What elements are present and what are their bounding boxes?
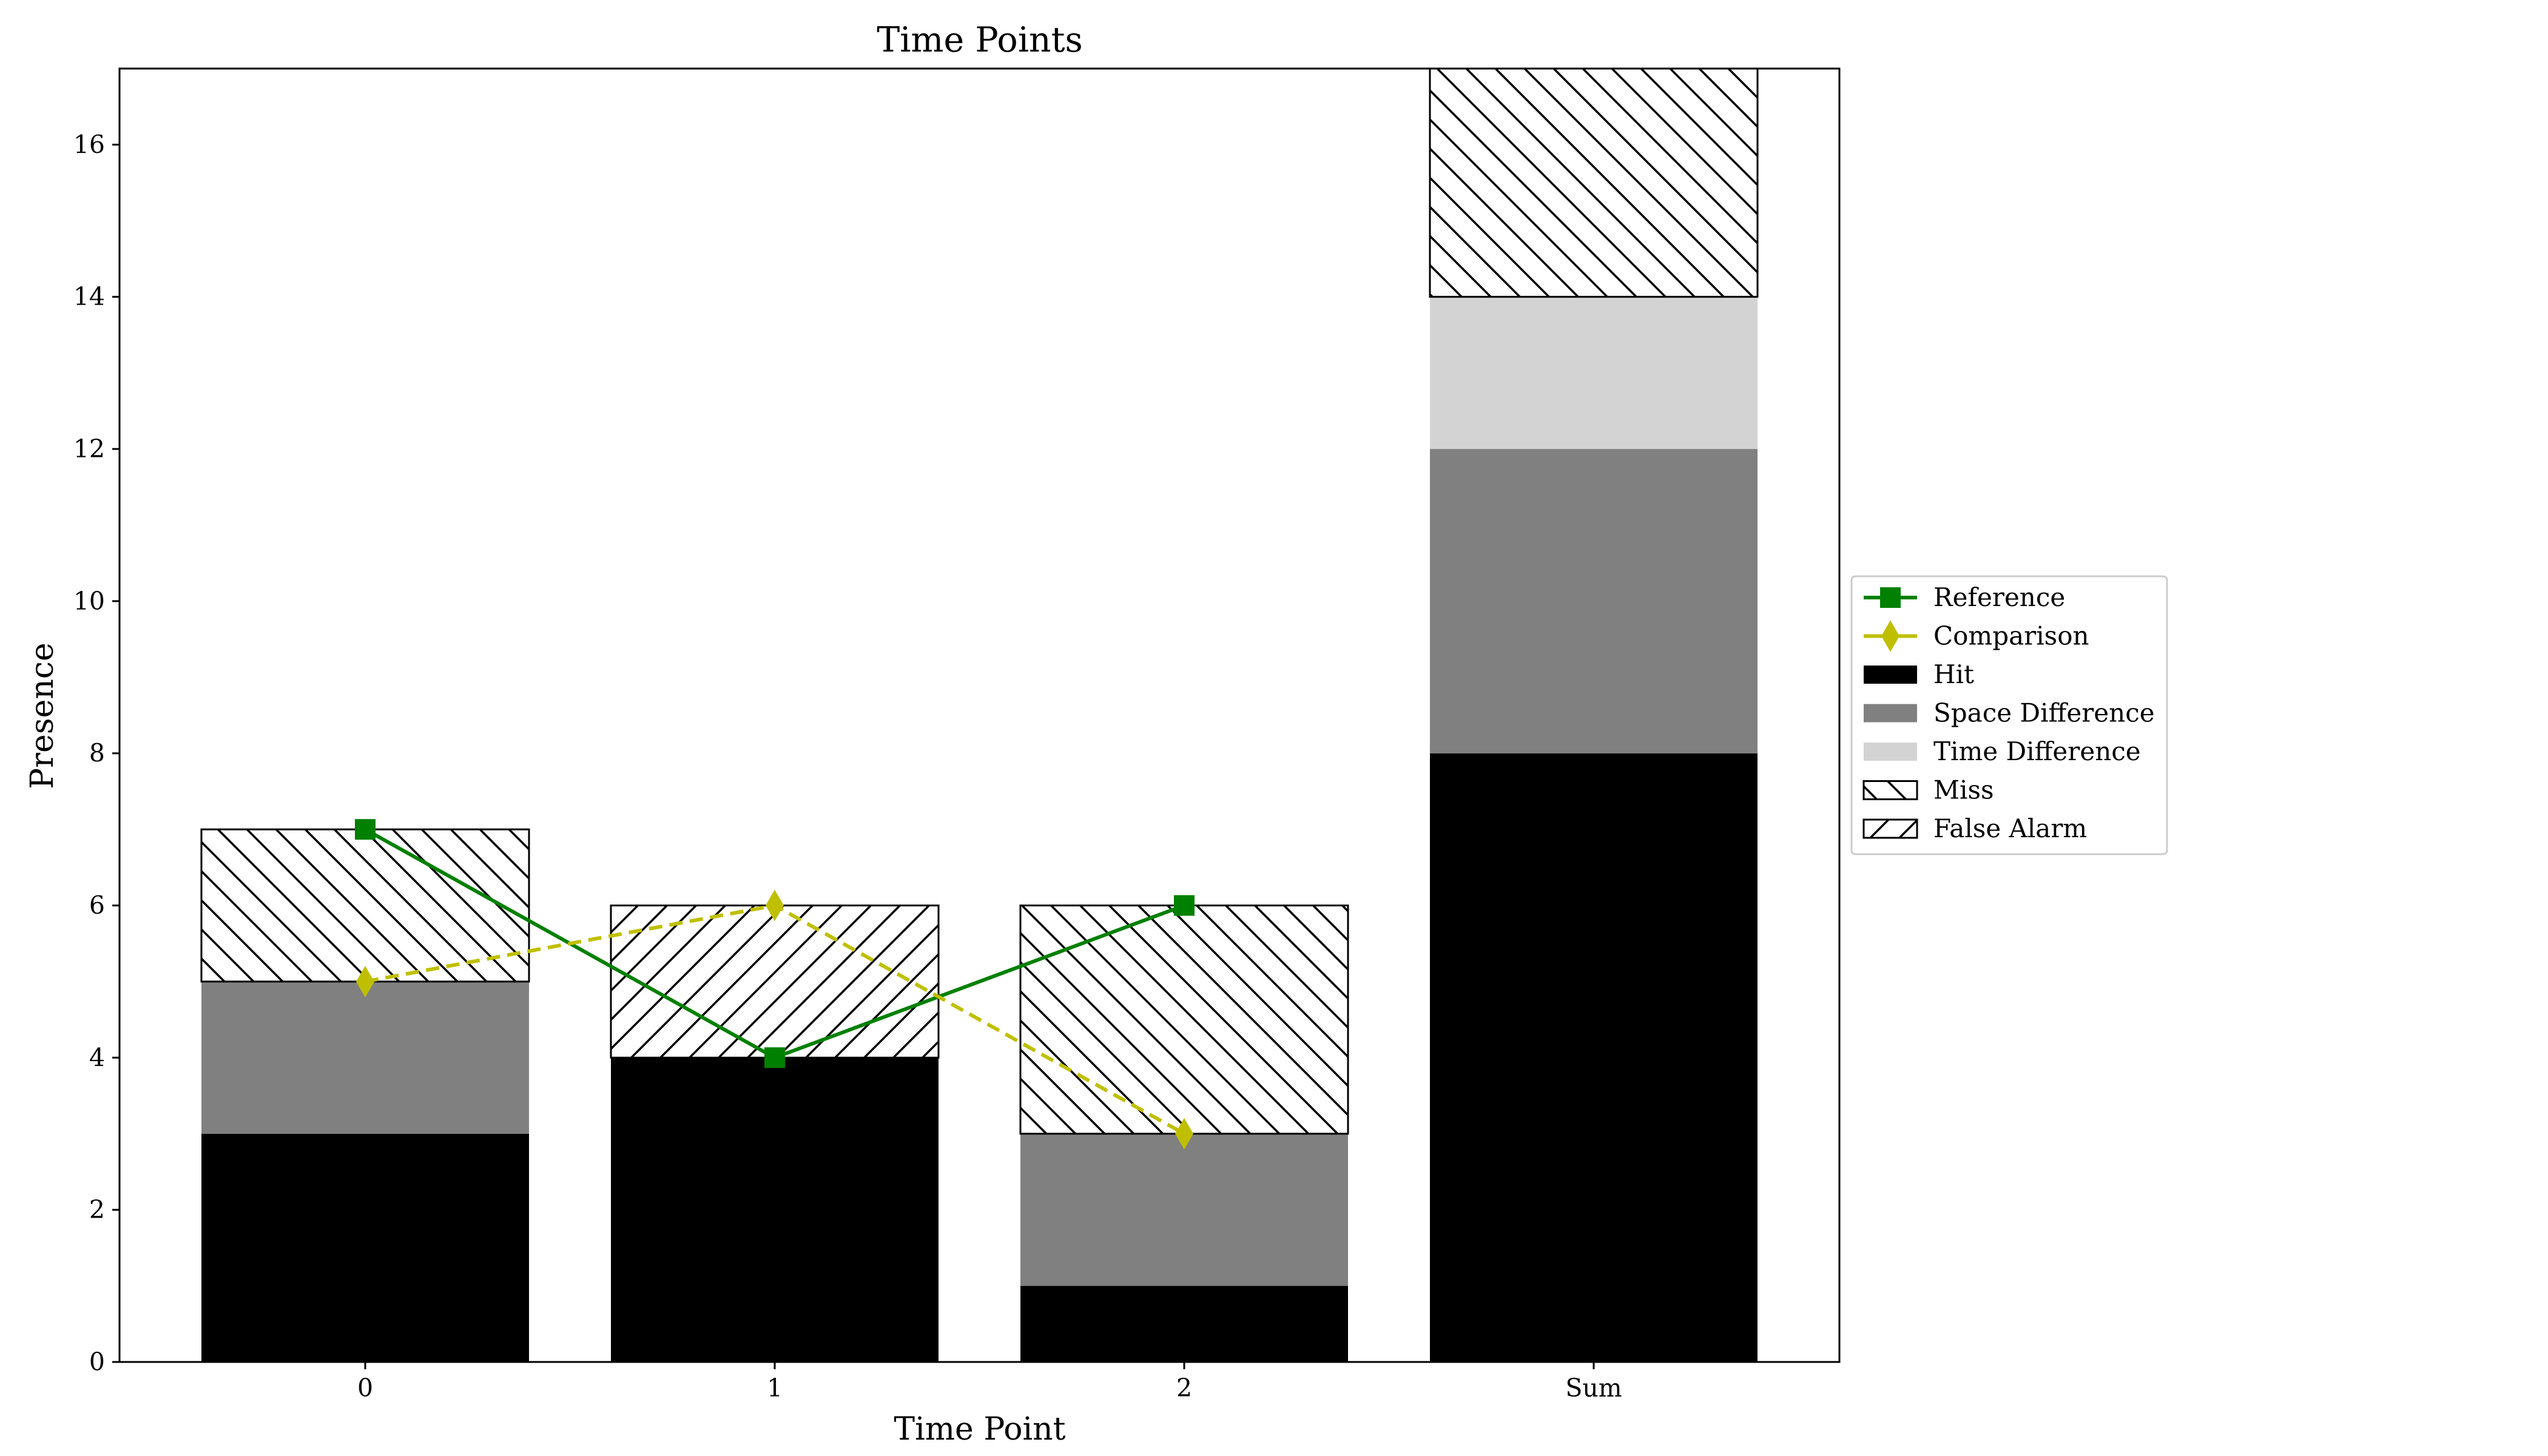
legend-marker-reference [1880, 587, 1901, 608]
y-tick-label-6: 6 [89, 891, 105, 920]
point-reference-2 [1174, 895, 1195, 916]
x-tick-label-sum: Sum [1565, 1373, 1622, 1403]
y-tick-label-4: 4 [89, 1043, 105, 1072]
bar-false-alarm-1 [610, 905, 940, 1059]
y-axis-label: Presence [24, 642, 61, 789]
y-tick-label-10: 10 [73, 587, 105, 616]
legend-label-comparison: Comparison [1933, 621, 2089, 651]
bar-miss-0 [200, 828, 530, 983]
y-tick-label-8: 8 [89, 739, 105, 768]
legend-swatch-time-difference [1864, 743, 1917, 761]
chart-title: Time Points [877, 20, 1083, 60]
legend-swatch-space-difference [1864, 704, 1917, 723]
y-tick-label-0: 0 [89, 1347, 105, 1377]
bar-space-difference-0 [201, 981, 529, 1134]
bar-time-difference-sum [1430, 297, 1758, 450]
bar-hit-2 [1020, 1286, 1348, 1362]
legend-marker-comparison [1881, 620, 1899, 652]
bar-hit-0 [201, 1133, 529, 1362]
bar-space-difference-2 [1020, 1133, 1348, 1286]
x-tick-label-2: 2 [1176, 1373, 1192, 1403]
point-comparison-0 [356, 965, 374, 997]
legend-swatch-miss [1862, 780, 1918, 800]
y-tick-label-12: 12 [73, 434, 105, 463]
bar-space-difference-sum [1430, 449, 1758, 753]
y-tick-label-2: 2 [89, 1195, 105, 1224]
x-axis-label: Time Point [894, 1411, 1065, 1448]
bar-miss-sum [1429, 67, 1759, 298]
point-comparison-1 [766, 889, 784, 922]
point-reference-0 [355, 819, 376, 840]
legend-box [1850, 575, 2168, 855]
legend-label-space-difference: Space Difference [1933, 698, 2155, 728]
bar-hit-sum [1430, 753, 1758, 1362]
x-tick-label-0: 0 [357, 1373, 373, 1403]
x-tick-label-1: 1 [767, 1373, 783, 1403]
point-comparison-2 [1175, 1117, 1193, 1150]
legend-label-miss: Miss [1933, 775, 1994, 805]
legend-swatch-false-alarm [1862, 818, 1918, 839]
y-tick-label-14: 14 [73, 282, 105, 311]
legend-swatch-hit [1864, 666, 1917, 684]
y-tick-label-16: 16 [73, 130, 105, 159]
bar-miss-2 [1019, 905, 1349, 1135]
plot-frame [118, 67, 1841, 1363]
legend-label-reference: Reference [1933, 582, 2065, 612]
legend: Reference Comparison Hit Space Difference Ti… [1850, 575, 2168, 855]
point-reference-1 [764, 1047, 785, 1068]
bar-hit-1 [611, 1057, 939, 1362]
legend-label-hit: Hit [1933, 659, 1974, 689]
legend-label-false-alarm: False Alarm [1933, 814, 2087, 843]
legend-label-time-difference: Time Difference [1933, 736, 2141, 766]
